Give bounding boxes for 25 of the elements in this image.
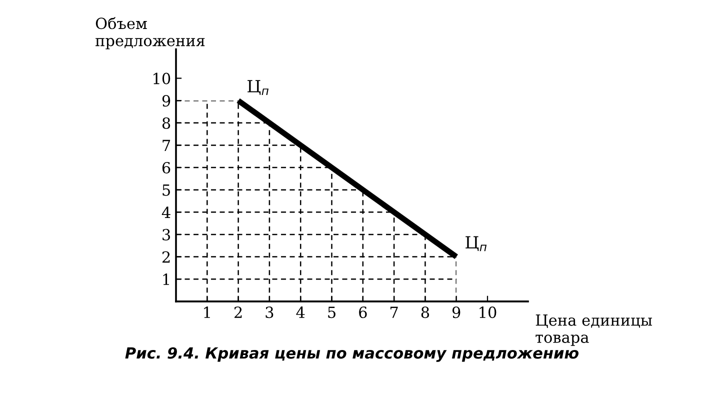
y-tick-label: 2 — [162, 251, 170, 263]
text: Рис. 9.4. Кривая цены по массовому предложению — [125, 347, 579, 362]
y-tick-label: 9 — [162, 95, 170, 107]
y-tick-label: 4 — [162, 206, 170, 218]
x-tick-label: 2 — [234, 306, 242, 318]
x-tick-label: 10 — [480, 306, 496, 318]
y-tick-label: 6 — [162, 162, 170, 174]
x-tick-label: 8 — [421, 306, 430, 318]
annotation: Ц$_{п}$ — [466, 236, 487, 252]
x-tick-label: 9 — [452, 306, 460, 318]
y-tick-label: 7 — [162, 140, 170, 152]
y-tick-label: 5 — [162, 184, 170, 196]
x-tick-label: 7 — [390, 306, 398, 318]
annotation: Ц$_{п}$ — [248, 80, 269, 95]
y-tick-label: 8 — [162, 117, 170, 129]
x-tick-label: 5 — [328, 306, 336, 318]
x-tick-label: 6 — [359, 306, 367, 318]
x-tick-label: 1 — [204, 306, 210, 318]
x-tick-label: 4 — [296, 306, 305, 318]
y-axis-title: Объем предложения — [96, 17, 205, 50]
y-tick-label: 3 — [162, 228, 170, 240]
x-axis-title: Цена единицы товара — [536, 314, 652, 346]
x-tick-label: 3 — [266, 306, 274, 318]
y-tick-label: 10 — [154, 72, 170, 84]
y-tick-label: 1 — [163, 274, 169, 285]
